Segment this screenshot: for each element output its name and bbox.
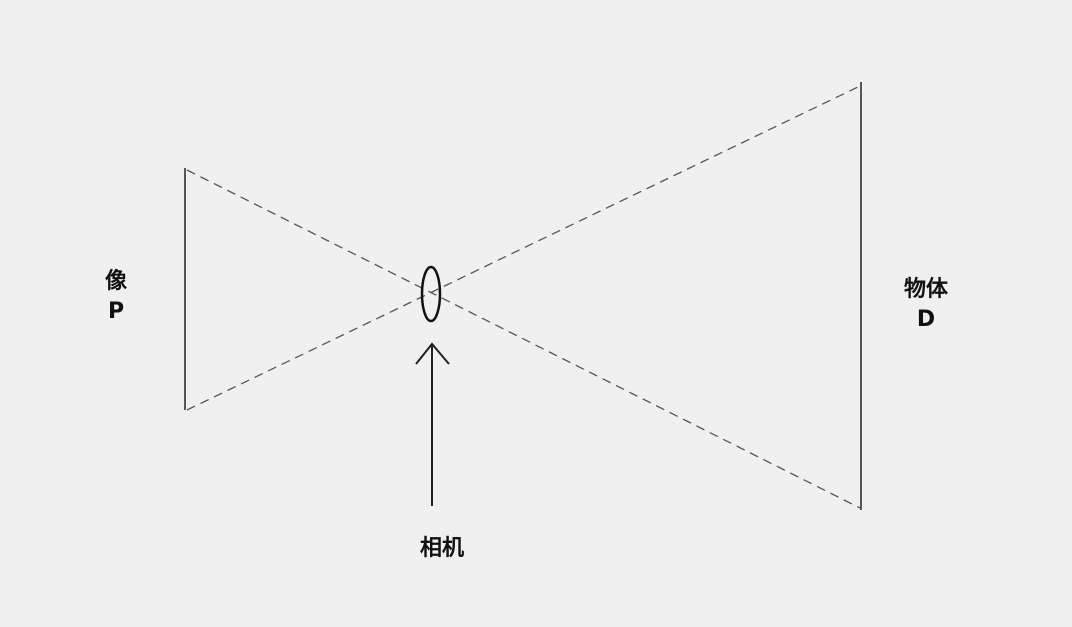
ray-image-bottom-to-object-top	[186, 85, 861, 411]
object-symbol: D	[916, 307, 936, 332]
image-name: 像	[104, 269, 127, 294]
image-symbol: P	[107, 299, 125, 324]
camera-label: 相机	[409, 534, 475, 564]
object-label: 物体 D	[893, 275, 959, 335]
lens-icon	[420, 265, 442, 323]
up-arrow-icon	[415, 342, 450, 506]
camera-name: 相机	[419, 536, 464, 561]
image-label: 像 P	[96, 267, 136, 327]
ray-image-top-to-object-bottom	[186, 169, 861, 509]
object-name: 物体	[903, 277, 948, 302]
